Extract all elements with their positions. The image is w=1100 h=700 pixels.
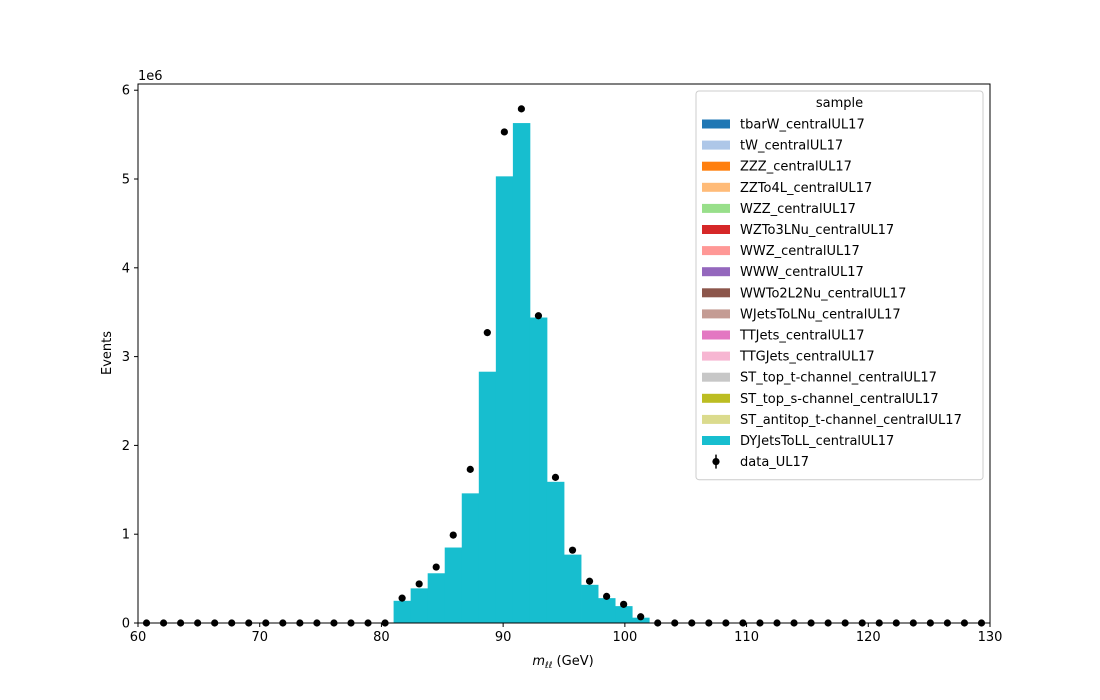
data-point-28 [620,600,628,608]
legend-swatch-WWW_centralUL17 [702,267,730,277]
legend-label-ST_top_s-channel_centralUL17: ST_top_s-channel_centralUL17 [740,392,939,407]
bar-DYJetsToLL_centralUL17-26 [581,584,599,623]
bar-DYJetsToLL_centralUL17-15 [393,600,412,623]
bar-DYJetsToLL_centralUL17-24 [546,481,565,623]
x-axis-label: mℓℓ (GeV) [532,654,593,671]
y-axis-ticks: 0 1 2 3 4 5 6 [122,84,138,632]
legend-label-WJetsToLNu_centralUL17: WJetsToLNu_centralUL17 [740,307,901,322]
data-points [142,105,986,627]
bar-DYJetsToLL_centralUL17-20 [478,371,497,623]
legend-swatch-TTJets_centralUL17 [702,330,730,340]
y-tick-label-3: 3 [122,350,130,365]
bar-DYJetsToLL_centralUL17-19 [461,493,480,623]
legend-swatch-ZZZ_centralUL17 [702,161,730,171]
legend-label-TTJets_centralUL17: TTJets_centralUL17 [739,329,865,344]
data-point-19 [466,465,474,473]
bar-DYJetsToLL_centralUL17-28 [615,606,633,623]
x-tick-label-60: 60 [130,630,147,645]
data-point-17 [432,563,440,571]
bar-DYJetsToLL_centralUL17-21 [495,176,514,624]
bar-DYJetsToLL_centralUL17-16 [410,588,429,623]
y-axis-multiplier: 1e6 [138,69,163,84]
legend-swatch-ZZTo4L_centralUL17 [702,182,730,192]
legend-title: sample [816,96,863,111]
legend-swatch-ST_top_s-channel_centralUL17 [702,393,730,403]
data-point-21 [500,128,508,136]
x-tick-label-130: 130 [978,630,1003,645]
x-tick-label-120: 120 [856,630,881,645]
bar-DYJetsToLL_centralUL17-25 [564,554,582,623]
legend-swatch-WZZ_centralUL17 [702,203,730,213]
data-point-18 [449,531,457,539]
legend-label-ZZZ_centralUL17: ZZZ_centralUL17 [740,160,852,175]
bar-DYJetsToLL_centralUL17-18 [444,547,463,623]
data-point-25 [568,546,577,554]
legend-marker-data_UL17 [712,458,720,466]
legend-label-DYJetsToLL_centralUL17: DYJetsToLL_centralUL17 [740,434,894,449]
data-point-16 [415,580,423,588]
legend-swatch-tbarW_centralUL17 [702,119,730,129]
legend-swatch-WWTo2L2Nu_centralUL17 [702,288,730,298]
legend-swatch-WZTo3LNu_centralUL17 [702,225,730,234]
data-point-22 [517,105,526,113]
legend-label-WZZ_centralUL17: WZZ_centralUL17 [740,202,856,217]
legend-label-ZZTo4L_centralUL17: ZZTo4L_centralUL17 [740,181,872,196]
legend-swatch-tW_centralUL17 [702,140,730,150]
legend: sample tbarW_centralUL17 tW_centralUL17 ZZZ… [695,90,984,481]
data-point-20 [483,329,491,337]
legend-label-ST_antitop_t-channel_centralUL17: ST_antitop_t-channel_centralUL17 [740,413,962,428]
x-axis-ticks: 60 70 80 90 100 110 120 130 [130,623,1003,645]
legend-swatch-ST_antitop_t-channel_centralUL17 [702,414,730,424]
plot-frame [137,83,991,624]
legend-swatch-TTGJets_centralUL17 [702,351,730,361]
data-point-24 [551,473,560,481]
legend-swatch-WJetsToLNu_centralUL17 [702,309,730,319]
x-tick-label-70: 70 [251,630,268,645]
x-tick-label-110: 110 [734,630,759,645]
data-point-29 [637,613,645,621]
legend-swatch-DYJetsToLL_centralUL17 [702,436,730,445]
data-point-15 [398,594,406,602]
legend-label-WWTo2L2Nu_centralUL17: WWTo2L2Nu_centralUL17 [740,286,906,301]
legend-label-WWW_centralUL17: WWW_centralUL17 [740,265,864,280]
x-axis-label-symbol: m [532,654,545,669]
x-tick-label-90: 90 [495,630,512,645]
histogram-bars [393,123,650,624]
x-axis-label-subscript: ℓℓ [544,661,552,671]
legend-label-WZTo3LNu_centralUL17: WZTo3LNu_centralUL17 [740,223,894,238]
y-tick-label-0: 0 [122,617,130,632]
legend-label-data_UL17: data_UL17 [740,455,809,470]
bar-DYJetsToLL_centralUL17-22 [512,123,531,624]
y-tick-label-4: 4 [122,261,130,276]
legend-swatch-WWZ_centralUL17 [702,246,730,256]
y-tick-label-1: 1 [122,528,130,543]
legend-swatch-ST_top_t-channel_centralUL17 [702,372,730,382]
bar-DYJetsToLL_centralUL17-27 [598,598,616,623]
data-point-27 [603,592,611,600]
y-tick-label-2: 2 [122,439,130,454]
data-point-26 [585,577,594,585]
legend-label-WWZ_centralUL17: WWZ_centralUL17 [740,244,860,259]
y-tick-label-5: 5 [122,173,130,188]
legend-label-tW_centralUL17: tW_centralUL17 [740,139,843,154]
x-tick-label-100: 100 [612,630,637,645]
bar-DYJetsToLL_centralUL17-17 [427,573,446,623]
legend-label-tbarW_centralUL17: tbarW_centralUL17 [740,118,865,133]
x-axis-label-unit: (GeV) [552,654,593,669]
legend-box [695,90,984,481]
data-point-23 [534,312,543,320]
bar-DYJetsToLL_centralUL17-23 [529,317,548,623]
y-axis-label: Events [100,331,115,375]
y-tick-label-6: 6 [122,84,130,99]
legend-label-ST_top_t-channel_centralUL17: ST_top_t-channel_centralUL17 [740,371,937,386]
legend-label-TTGJets_centralUL17: TTGJets_centralUL17 [739,350,875,365]
x-tick-label-80: 80 [373,630,390,645]
